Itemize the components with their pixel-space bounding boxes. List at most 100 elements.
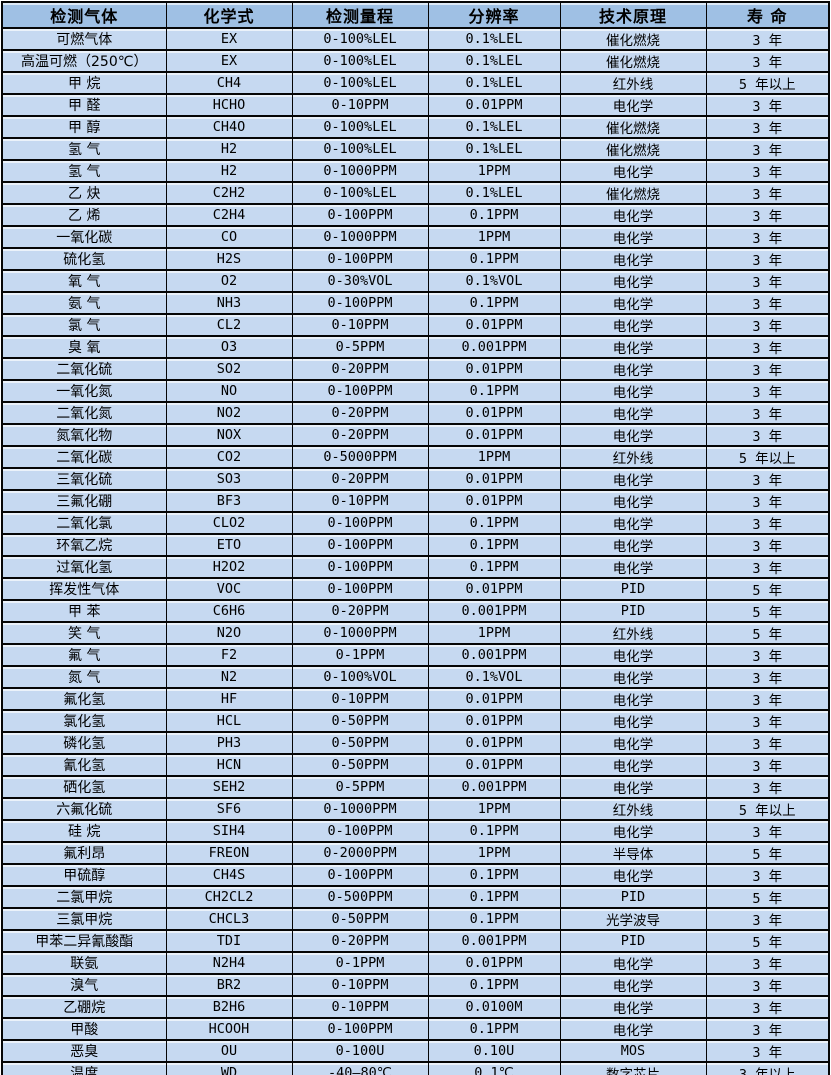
cell-resolution: 0.1PPM	[427, 291, 561, 315]
cell-principle: 半导体	[559, 841, 707, 865]
cell-gas: 甲 苯	[1, 599, 167, 623]
table-row: 三氯甲烷 CHCL3 0-50PPM 0.1PPM 光学波导 3 年	[1, 907, 830, 931]
cell-resolution: 1PPM	[427, 621, 561, 645]
cell-resolution: 0.1%LEL	[427, 27, 561, 51]
cell-lifespan: 3 年	[705, 731, 830, 755]
cell-lifespan: 3 年	[705, 1017, 830, 1041]
cell-lifespan: 3 年	[705, 467, 830, 491]
cell-gas: 一氧化氮	[1, 379, 167, 403]
cell-lifespan: 3 年	[705, 247, 830, 271]
cell-lifespan: 3 年	[705, 379, 830, 403]
cell-formula: CH4	[165, 71, 293, 95]
cell-formula: EX	[165, 27, 293, 51]
cell-resolution: 0.01PPM	[427, 489, 561, 513]
cell-resolution: 0.0100M	[427, 995, 561, 1019]
cell-principle: 电化学	[559, 313, 707, 337]
cell-gas: 二氧化氮	[1, 401, 167, 425]
cell-principle: 电化学	[559, 995, 707, 1019]
table-row: 硒化氢 SEH2 0-5PPM 0.001PPM 电化学 3 年	[1, 775, 830, 799]
cell-gas: 甲 醇	[1, 115, 167, 139]
cell-resolution: 1PPM	[427, 445, 561, 469]
cell-range: 0-1PPM	[291, 951, 429, 975]
cell-formula: SF6	[165, 797, 293, 821]
cell-formula: HCOOH	[165, 1017, 293, 1041]
cell-range: 0-500PPM	[291, 885, 429, 909]
cell-formula: CH2CL2	[165, 885, 293, 909]
cell-principle: 电化学	[559, 533, 707, 557]
cell-gas: 二氧化硫	[1, 357, 167, 381]
cell-lifespan: 3 年	[705, 93, 830, 117]
cell-range: 0-20PPM	[291, 599, 429, 623]
cell-principle: 电化学	[559, 291, 707, 315]
cell-range: 0-10PPM	[291, 93, 429, 117]
cell-formula: PH3	[165, 731, 293, 755]
cell-principle: 电化学	[559, 489, 707, 513]
cell-principle: 电化学	[559, 357, 707, 381]
cell-resolution: 0.01PPM	[427, 313, 561, 337]
cell-gas: 可燃气体	[1, 27, 167, 51]
cell-range: 0-100%LEL	[291, 115, 429, 139]
cell-gas: 甲 烷	[1, 71, 167, 95]
cell-principle: 光学波导	[559, 907, 707, 931]
cell-range: 0-5PPM	[291, 335, 429, 359]
table-row: 二氧化碳 CO2 0-5000PPM 1PPM 红外线 5 年以上	[1, 445, 830, 469]
cell-gas: 氮 气	[1, 665, 167, 689]
cell-resolution: 0.1PPM	[427, 247, 561, 271]
cell-principle: 电化学	[559, 951, 707, 975]
cell-range: 0-10PPM	[291, 995, 429, 1019]
cell-formula: OU	[165, 1039, 293, 1063]
cell-principle: 红外线	[559, 797, 707, 821]
cell-formula: SEH2	[165, 775, 293, 799]
cell-range: 0-100PPM	[291, 577, 429, 601]
cell-lifespan: 5 年	[705, 621, 830, 645]
column-header-principle: 技术原理	[559, 1, 707, 29]
cell-gas: 六氟化硫	[1, 797, 167, 821]
cell-range: 0-1000PPM	[291, 621, 429, 645]
cell-resolution: 0.1PPM	[427, 533, 561, 557]
cell-resolution: 0.1℃	[427, 1061, 561, 1075]
cell-resolution: 0.1PPM	[427, 555, 561, 579]
cell-formula: TDI	[165, 929, 293, 953]
cell-gas: 二氯甲烷	[1, 885, 167, 909]
cell-principle: 催化燃烧	[559, 137, 707, 161]
cell-principle: 电化学	[559, 467, 707, 491]
cell-lifespan: 3 年	[705, 203, 830, 227]
cell-lifespan: 3 年	[705, 225, 830, 249]
cell-gas: 硫化氢	[1, 247, 167, 271]
cell-range: 0-50PPM	[291, 731, 429, 755]
cell-range: 0-20PPM	[291, 401, 429, 425]
table-row: 氯化氢 HCL 0-50PPM 0.01PPM 电化学 3 年	[1, 709, 830, 733]
cell-resolution: 0.01PPM	[427, 401, 561, 425]
cell-lifespan: 3 年	[705, 269, 830, 293]
cell-resolution: 0.1PPM	[427, 511, 561, 535]
cell-range: 0-5000PPM	[291, 445, 429, 469]
table-row: 氮氧化物 NOX 0-20PPM 0.01PPM 电化学 3 年	[1, 423, 830, 447]
cell-resolution: 0.1%LEL	[427, 49, 561, 73]
table-row: 甲硫醇 CH4S 0-100PPM 0.1PPM 电化学 3 年	[1, 863, 830, 887]
cell-principle: MOS	[559, 1039, 707, 1063]
table-row: 氨 气 NH3 0-100PPM 0.1PPM 电化学 3 年	[1, 291, 830, 315]
cell-formula: BF3	[165, 489, 293, 513]
cell-principle: 电化学	[559, 863, 707, 887]
cell-lifespan: 3 年	[705, 753, 830, 777]
cell-lifespan: 3 年	[705, 775, 830, 799]
cell-formula: CHCL3	[165, 907, 293, 931]
cell-principle: 电化学	[559, 775, 707, 799]
cell-principle: 电化学	[559, 555, 707, 579]
cell-range: 0-100PPM	[291, 291, 429, 315]
table-row: 一氧化氮 NO 0-100PPM 0.1PPM 电化学 3 年	[1, 379, 830, 403]
cell-gas: 氨 气	[1, 291, 167, 315]
cell-resolution: 0.1PPM	[427, 379, 561, 403]
cell-gas: 溴气	[1, 973, 167, 997]
cell-lifespan: 3 年	[705, 687, 830, 711]
cell-principle: 电化学	[559, 687, 707, 711]
cell-range: 0-30%VOL	[291, 269, 429, 293]
column-header-lifespan: 寿 命	[705, 1, 830, 29]
cell-formula: NO	[165, 379, 293, 403]
cell-resolution: 0.1PPM	[427, 885, 561, 909]
cell-formula: NO2	[165, 401, 293, 425]
cell-gas: 氯化氢	[1, 709, 167, 733]
cell-principle: 数字芯片	[559, 1061, 707, 1075]
table-row: 笑 气 N2O 0-1000PPM 1PPM 红外线 5 年	[1, 621, 830, 645]
